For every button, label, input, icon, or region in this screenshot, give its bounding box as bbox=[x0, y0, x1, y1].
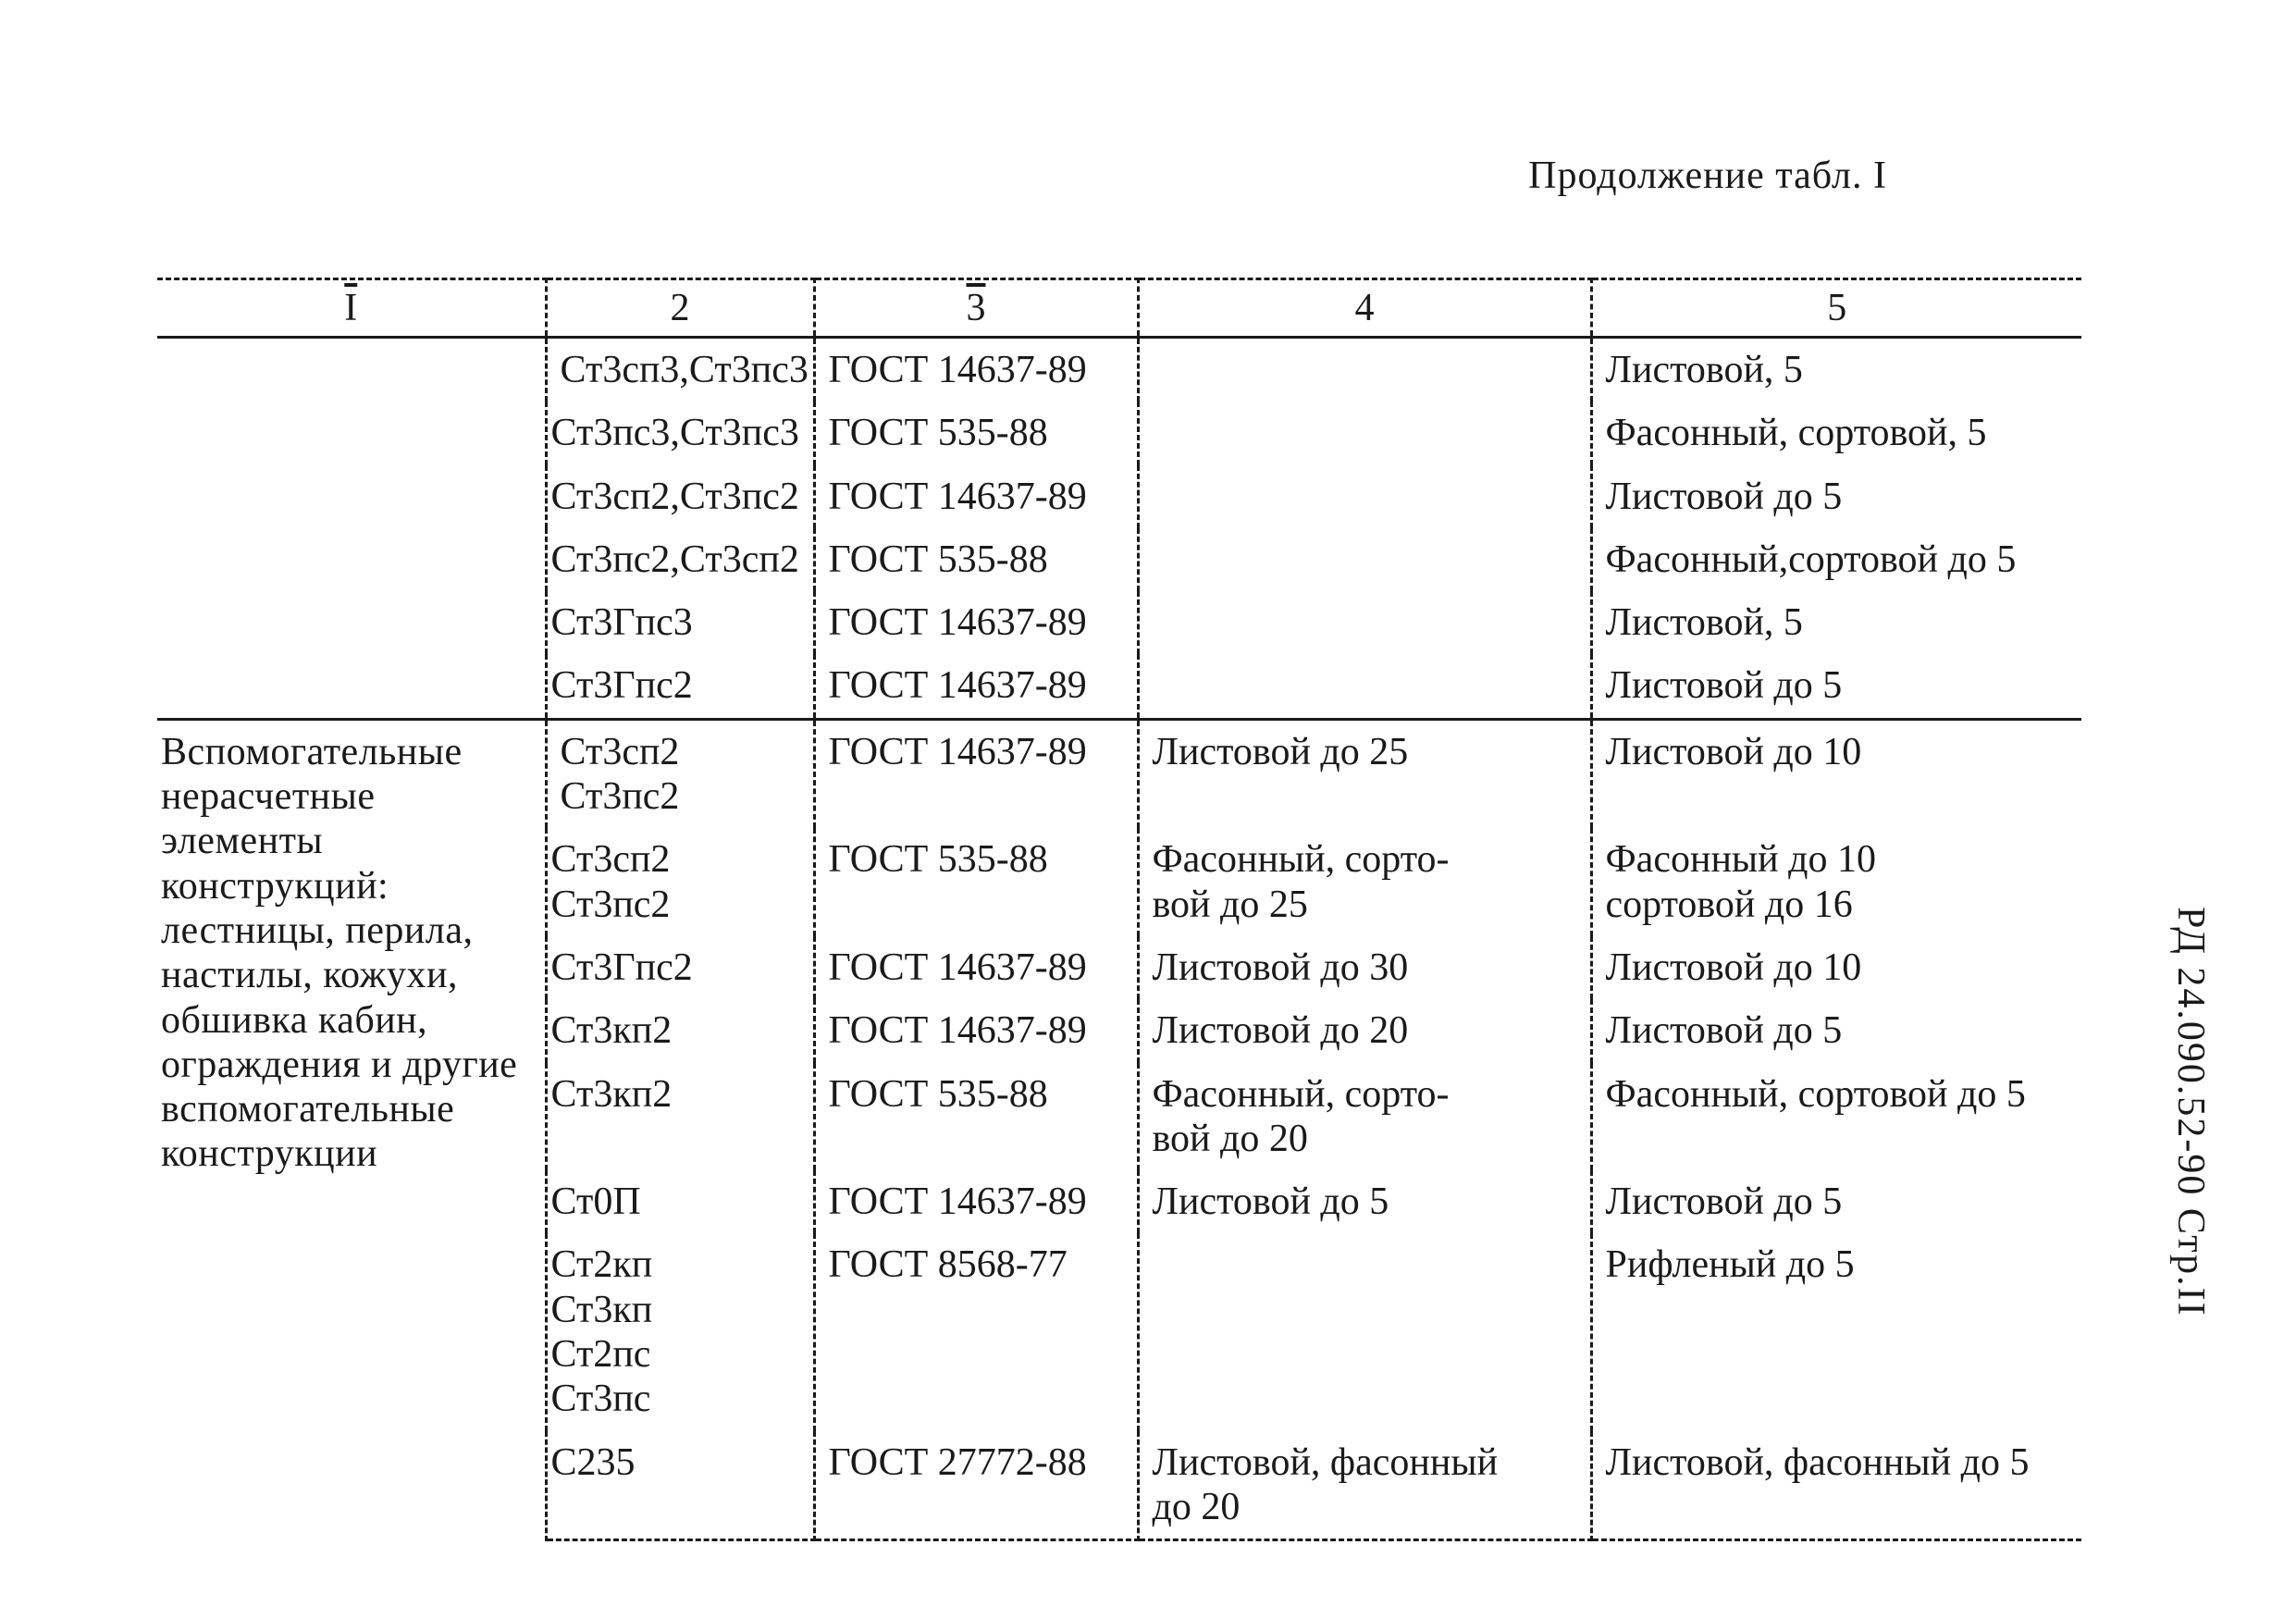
cell-gost: ГОСТ 27772-88 bbox=[814, 1431, 1138, 1540]
cell-col5: Листовой до 5 bbox=[1591, 654, 2081, 719]
cell-col5: Фасонный, сортовой, 5 bbox=[1591, 402, 2081, 464]
cell-col5: Листовой до 10 bbox=[1591, 936, 2081, 999]
cell-col4: Листовой до 30 bbox=[1138, 936, 1591, 999]
cell-steel-grade: Ст2кп Ст3кп Ст2пс Ст3пс bbox=[546, 1233, 814, 1430]
cell-gost: ГОСТ 535-88 bbox=[814, 528, 1138, 591]
cell-gost: ГОСТ 14637-89 bbox=[814, 999, 1138, 1062]
table-header-row: I 2 3 4 5 bbox=[157, 279, 2081, 338]
cell-col5: Фасонный,сортовой до 5 bbox=[1591, 528, 2081, 591]
cell-steel-grade: Ст3сп2 Ст3пс2 bbox=[546, 828, 814, 936]
cell-gost: ГОСТ 535-88 bbox=[814, 402, 1138, 464]
cell-col4: Листовой до 5 bbox=[1138, 1170, 1591, 1233]
cell-steel-grade: Ст3кп2 bbox=[546, 999, 814, 1062]
cell-description bbox=[157, 338, 546, 720]
cell-gost: ГОСТ 14637-89 bbox=[814, 338, 1138, 402]
cell-steel-grade: С235 bbox=[546, 1431, 814, 1540]
cell-col4: Листовой, фасонный до 20 bbox=[1138, 1431, 1591, 1540]
cell-gost: ГОСТ 14637-89 bbox=[814, 936, 1138, 999]
table-row: Ст3сп3,Ст3пс3 ГОСТ 14637-89 Листовой, 5 bbox=[157, 338, 2081, 402]
cell-col5: Листовой до 5 bbox=[1591, 1170, 2081, 1233]
cell-col4: Фасонный, сорто- вой до 25 bbox=[1138, 828, 1591, 936]
cell-description: Вспомогательные нерасчетные элементы кон… bbox=[157, 719, 546, 1539]
cell-col4: Листовой до 25 bbox=[1138, 719, 1591, 828]
document-code-sidenote: РД 24.090.52-90 Стр.II bbox=[2168, 907, 2213, 1317]
gost-table: I 2 3 4 5 Ст3сп3,Ст3пс3 ГОСТ 14637-89 Ли… bbox=[157, 278, 2081, 1541]
cell-col5: Листовой, фасонный до 5 bbox=[1591, 1431, 2081, 1540]
col-header-2: 2 bbox=[546, 279, 814, 338]
cell-steel-grade: Ст3сп2 Ст3пс2 bbox=[546, 719, 814, 828]
cell-gost: ГОСТ 535-88 bbox=[814, 828, 1138, 936]
cell-col5: Листовой до 10 bbox=[1591, 719, 2081, 828]
cell-col5: Фасонный, сортовой до 5 bbox=[1591, 1063, 2081, 1171]
cell-gost: ГОСТ 14637-89 bbox=[814, 591, 1138, 654]
cell-col4: Фасонный, сорто- вой до 20 bbox=[1138, 1063, 1591, 1171]
cell-col5: Листовой до 5 bbox=[1591, 465, 2081, 528]
cell-steel-grade: Ст3Гпс3 bbox=[546, 591, 814, 654]
cell-col4 bbox=[1138, 528, 1591, 591]
cell-steel-grade: Ст3Гпс2 bbox=[546, 654, 814, 719]
col-header-1: I bbox=[157, 279, 546, 338]
col-header-3: 3 bbox=[814, 279, 1138, 338]
cell-col4 bbox=[1138, 1233, 1591, 1430]
col-header-4: 4 bbox=[1138, 279, 1591, 338]
cell-col4 bbox=[1138, 591, 1591, 654]
cell-gost: ГОСТ 14637-89 bbox=[814, 654, 1138, 719]
cell-steel-grade: Ст3сп3,Ст3пс3 bbox=[546, 338, 814, 402]
cell-gost: ГОСТ 14637-89 bbox=[814, 719, 1138, 828]
cell-col5: Фасонный до 10 сортовой до 16 bbox=[1591, 828, 2081, 936]
cell-col4 bbox=[1138, 465, 1591, 528]
cell-col4 bbox=[1138, 338, 1591, 402]
cell-gost: ГОСТ 535-88 bbox=[814, 1063, 1138, 1171]
table-row: Вспомогательные нерасчетные элементы кон… bbox=[157, 719, 2081, 828]
cell-steel-grade: Ст3кп2 bbox=[546, 1063, 814, 1171]
cell-steel-grade: Ст3пс2,Ст3сп2 bbox=[546, 528, 814, 591]
cell-col4 bbox=[1138, 402, 1591, 464]
cell-steel-grade: Ст0П bbox=[546, 1170, 814, 1233]
cell-col5: Рифленый до 5 bbox=[1591, 1233, 2081, 1430]
cell-col5: Листовой, 5 bbox=[1591, 591, 2081, 654]
table-continuation-caption: Продолжение табл. I bbox=[0, 154, 1887, 198]
cell-col5: Листовой, 5 bbox=[1591, 338, 2081, 402]
cell-steel-grade: Ст3пс3,Ст3пс3 bbox=[546, 402, 814, 464]
cell-col4 bbox=[1138, 654, 1591, 719]
col-header-5: 5 bbox=[1591, 279, 2081, 338]
cell-col5: Листовой до 5 bbox=[1591, 999, 2081, 1062]
cell-gost: ГОСТ 8568-77 bbox=[814, 1233, 1138, 1430]
cell-steel-grade: Ст3Гпс2 bbox=[546, 936, 814, 999]
cell-gost: ГОСТ 14637-89 bbox=[814, 465, 1138, 528]
cell-steel-grade: Ст3сп2,Ст3пс2 bbox=[546, 465, 814, 528]
cell-gost: ГОСТ 14637-89 bbox=[814, 1170, 1138, 1233]
cell-col4: Листовой до 20 bbox=[1138, 999, 1591, 1062]
